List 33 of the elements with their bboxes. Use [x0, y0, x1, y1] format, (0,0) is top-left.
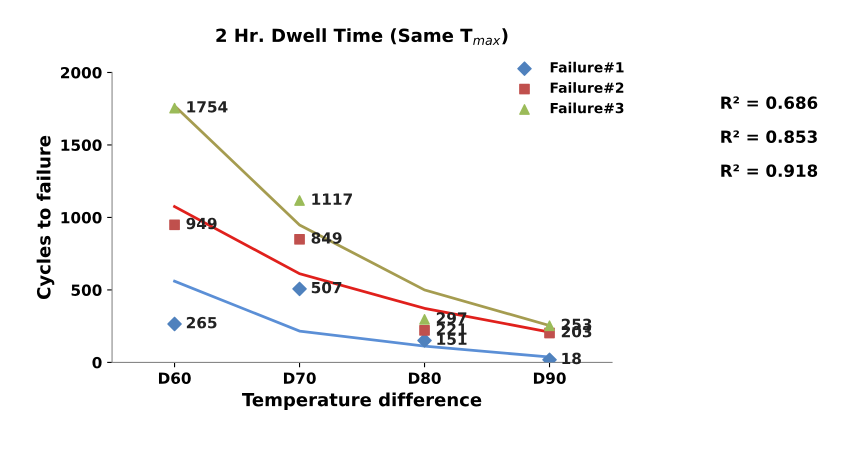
x-tick-label: D80 — [408, 372, 441, 384]
point — [419, 325, 430, 336]
data-label: 265 — [186, 316, 216, 328]
point — [169, 219, 180, 230]
legend-label: Failure#2 — [550, 82, 624, 93]
legend-label: Failure#3 — [550, 102, 624, 114]
point — [169, 102, 180, 114]
y-tick-label: 500 — [72, 284, 102, 296]
text: R² = 0.853 — [721, 130, 817, 143]
x-tick-label: D70 — [284, 372, 316, 384]
text: R² = 0.686 — [721, 96, 818, 110]
text: R² = 0.918 — [721, 164, 818, 177]
legend-label: Failure#1 — [550, 62, 624, 73]
point — [167, 316, 182, 332]
data-label: 18 — [562, 352, 581, 364]
y-tick-label: 2000 — [61, 66, 102, 78]
data-label: 1117 — [312, 194, 352, 205]
data-label: 1754 — [187, 101, 228, 113]
y-axis-title: Cycles to failure — [36, 136, 54, 300]
data-label: 507 — [312, 282, 342, 294]
y-tick-label: 1000 — [62, 212, 102, 224]
point — [419, 314, 430, 325]
point — [292, 282, 307, 296]
x-axis-title: Temperature difference — [242, 392, 482, 410]
y-tick-label: 1500 — [62, 139, 102, 151]
x-tick-label: D90 — [534, 372, 566, 384]
chart-title: 2 Hr. Dwell Time (Same T$_{max}$) — [216, 28, 508, 46]
data-label: 297 — [436, 312, 466, 324]
point — [294, 234, 305, 245]
point — [544, 320, 555, 332]
x-tick-label: D60 — [158, 372, 191, 384]
y-tick-label: 0 — [92, 356, 102, 368]
point — [294, 195, 305, 206]
